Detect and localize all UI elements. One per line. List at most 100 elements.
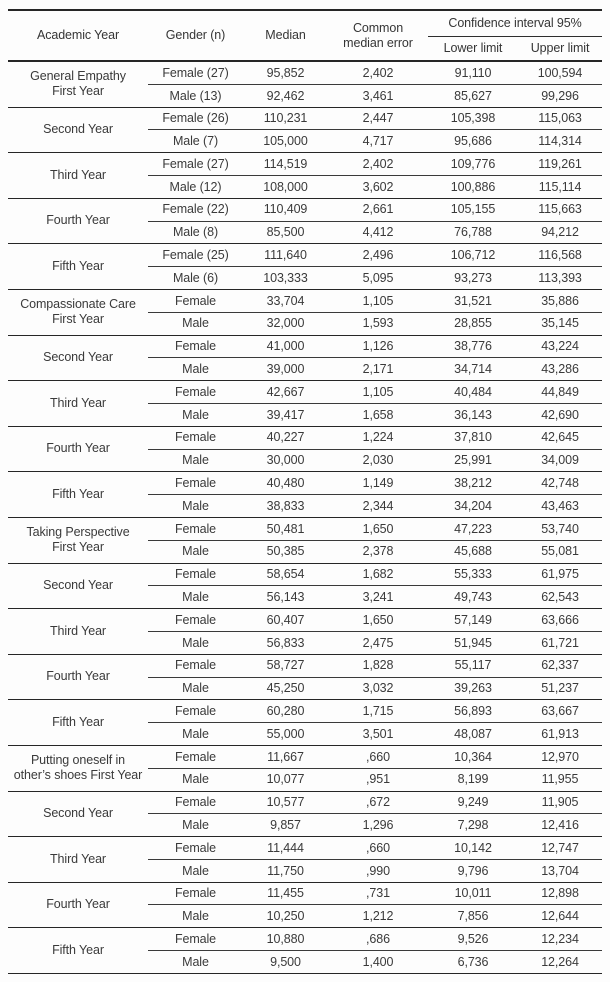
median-error-cell: 1,105 <box>328 380 428 404</box>
table-row: Male (13) 92,462 3,461 85,627 99,296 <box>8 84 603 108</box>
median-error-cell: 1,593 <box>328 312 428 336</box>
table-row: Fifth Year Female 60,280 1,715 56,893 63,667 <box>8 699 603 746</box>
median-cell: 105,000 <box>243 129 328 154</box>
gender-cell: Male (13) <box>148 84 243 108</box>
median-error-cell: 1,149 <box>328 471 428 496</box>
median-cell: 10,577 <box>243 791 328 815</box>
median-cell: 111,640 <box>243 243 328 268</box>
median-cell: 103,333 <box>243 266 328 290</box>
upper-limit-cell: 55,081 <box>518 540 603 564</box>
median-cell: 41,000 <box>243 335 328 359</box>
lower-limit-cell: 105,398 <box>428 107 518 131</box>
academic-year-cell: Second Year <box>8 791 148 838</box>
gender-cell: Female <box>148 335 243 359</box>
upper-limit-cell: 13,704 <box>518 859 603 883</box>
table-row: Putting oneself in other’s shoes First Y… <box>8 745 603 792</box>
median-cell: 45,250 <box>243 677 328 701</box>
table-row: Male 11,750,990 9,796 13,704 <box>8 859 603 883</box>
table-row: Male 45,250 3,032 39,263 51,237 <box>8 677 603 701</box>
table-row: Third Year Female (27) 114,519 2,402 109,776… <box>8 152 603 199</box>
median-error-cell: 4,717 <box>328 129 428 154</box>
gender-cell: Female <box>148 380 243 404</box>
upper-limit-cell: 94,212 <box>518 221 603 245</box>
median-cell: 39,417 <box>243 403 328 427</box>
median-error-cell: 2,171 <box>328 357 428 382</box>
median-error-cell: 1,828 <box>328 654 428 678</box>
gender-cell: Female <box>148 563 243 587</box>
lower-limit-cell: 48,087 <box>428 722 518 746</box>
median-cell: 58,654 <box>243 563 328 587</box>
median-error-cell: 1,296 <box>328 813 428 838</box>
gender-cell: Male <box>148 859 243 883</box>
median-error-cell: 2,402 <box>328 152 428 176</box>
median-cell: 56,143 <box>243 585 328 610</box>
gender-cell: Male <box>148 403 243 427</box>
median-error-cell: 1,400 <box>328 950 428 974</box>
gender-cell: Female <box>148 791 243 815</box>
table-row: Second Year Female 41,000 1,126 38,776 43,224 <box>8 335 603 382</box>
median-error-cell: 2,402 <box>328 61 428 85</box>
gender-cell: Female <box>148 426 243 450</box>
median-error-cell: 3,602 <box>328 175 428 199</box>
upper-limit-cell: 61,913 <box>518 722 603 746</box>
median-cell: 11,667 <box>243 745 328 769</box>
median-error-cell: 2,030 <box>328 449 428 473</box>
col-header-academic-year: Academic Year <box>8 9 148 62</box>
upper-limit-cell: 115,114 <box>518 175 603 199</box>
lower-limit-cell: 9,796 <box>428 859 518 883</box>
gender-cell: Male <box>148 357 243 382</box>
upper-limit-cell: 12,644 <box>518 904 603 929</box>
upper-limit-cell: 42,748 <box>518 471 603 496</box>
median-error-cell: 1,715 <box>328 699 428 724</box>
median-error-cell: ,672 <box>328 791 428 815</box>
table-row: Male 10,250 1,212 7,856 12,644 <box>8 904 603 929</box>
upper-limit-cell: 12,898 <box>518 882 603 906</box>
upper-limit-cell: 43,463 <box>518 494 603 518</box>
gender-cell: Female (26) <box>148 107 243 131</box>
col-header-gender: Gender (n) <box>148 9 243 62</box>
median-error-cell: 2,344 <box>328 494 428 518</box>
upper-limit-cell: 62,543 <box>518 585 603 610</box>
median-cell: 30,000 <box>243 449 328 473</box>
upper-limit-cell: 63,666 <box>518 608 603 632</box>
lower-limit-cell: 28,855 <box>428 312 518 336</box>
lower-limit-cell: 10,364 <box>428 745 518 769</box>
median-cell: 114,519 <box>243 152 328 176</box>
academic-year-cell: Second Year <box>8 107 148 154</box>
median-cell: 11,455 <box>243 882 328 906</box>
upper-limit-cell: 42,690 <box>518 403 603 427</box>
table-row: Fifth Year Female (25) 111,640 2,496 106,712… <box>8 243 603 290</box>
median-cell: 40,480 <box>243 471 328 496</box>
lower-limit-cell: 39,263 <box>428 677 518 701</box>
upper-limit-cell: 43,286 <box>518 357 603 382</box>
median-error-cell: 3,032 <box>328 677 428 701</box>
median-cell: 55,000 <box>243 722 328 746</box>
upper-limit-cell: 100,594 <box>518 61 603 85</box>
median-cell: 56,833 <box>243 631 328 655</box>
median-cell: 39,000 <box>243 357 328 382</box>
upper-limit-cell: 44,849 <box>518 380 603 404</box>
table-row: Male 56,833 2,475 51,945 61,721 <box>8 631 603 655</box>
median-cell: 11,444 <box>243 836 328 860</box>
lower-limit-cell: 31,521 <box>428 289 518 313</box>
lower-limit-cell: 93,273 <box>428 266 518 290</box>
gender-cell: Male <box>148 631 243 655</box>
gender-cell: Male <box>148 585 243 610</box>
gender-cell: Female (27) <box>148 61 243 85</box>
table-row: Fifth Year Female 10,880,686 9,526 12,234 <box>8 927 603 974</box>
median-error-cell: 1,650 <box>328 517 428 541</box>
lower-limit-cell: 85,627 <box>428 84 518 108</box>
lower-limit-cell: 51,945 <box>428 631 518 655</box>
table-row: Second Year Female 10,577,672 9,249 11,905 <box>8 791 603 838</box>
gender-cell: Female <box>148 289 243 313</box>
lower-limit-cell: 105,155 <box>428 198 518 222</box>
gender-cell: Male <box>148 904 243 929</box>
upper-limit-cell: 53,740 <box>518 517 603 541</box>
gender-cell: Male <box>148 722 243 746</box>
table-row: Fifth Year Female 40,480 1,149 38,212 42,748 <box>8 471 603 518</box>
median-error-cell: 1,212 <box>328 904 428 929</box>
lower-limit-cell: 100,886 <box>428 175 518 199</box>
academic-year-cell: Fourth Year <box>8 198 148 245</box>
median-error-cell: 1,224 <box>328 426 428 450</box>
